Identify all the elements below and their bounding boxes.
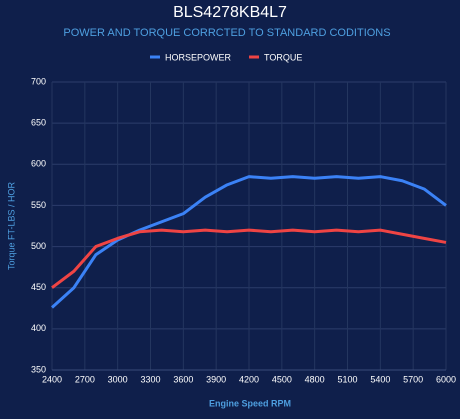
x-axis-label: Engine Speed RPM: [209, 398, 291, 408]
y-tick-label: 550: [31, 200, 46, 210]
x-tick-label: 4500: [272, 374, 292, 384]
chart-title: BLS4278KB4L7: [173, 4, 287, 21]
x-tick-label: 2400: [42, 374, 62, 384]
legend-label: TORQUE: [264, 52, 302, 62]
series-line: [51, 228, 447, 289]
x-tick-label: 4800: [305, 374, 325, 384]
series-line: [50, 175, 447, 309]
legend-label: HORSEPOWER: [165, 52, 232, 62]
x-tick-label: 5700: [403, 374, 423, 384]
x-tick-label: 3900: [206, 374, 226, 384]
x-tick-label: 3000: [108, 374, 128, 384]
x-tick-label: 6000: [436, 374, 456, 384]
y-tick-label: 450: [31, 282, 46, 292]
x-tick-label: 3600: [173, 374, 193, 384]
x-tick-label: 2700: [75, 374, 95, 384]
x-tick-label: 4200: [239, 374, 259, 384]
chart-subtitle: POWER AND TORQUE CORRCTED TO STANDARD CO…: [63, 27, 390, 39]
y-tick-label: 400: [31, 323, 46, 333]
y-tick-label: 700: [31, 76, 46, 86]
y-tick-label: 600: [31, 159, 46, 169]
x-tick-label: 5400: [370, 374, 390, 384]
x-tick-label: 5100: [337, 374, 357, 384]
x-tick-label: 3300: [140, 374, 160, 384]
y-tick-label: 500: [31, 241, 46, 251]
y-tick-label: 350: [31, 364, 46, 374]
y-tick-label: 650: [31, 118, 46, 128]
y-axis-label: Torque FT-LBS / HOR: [6, 181, 16, 270]
